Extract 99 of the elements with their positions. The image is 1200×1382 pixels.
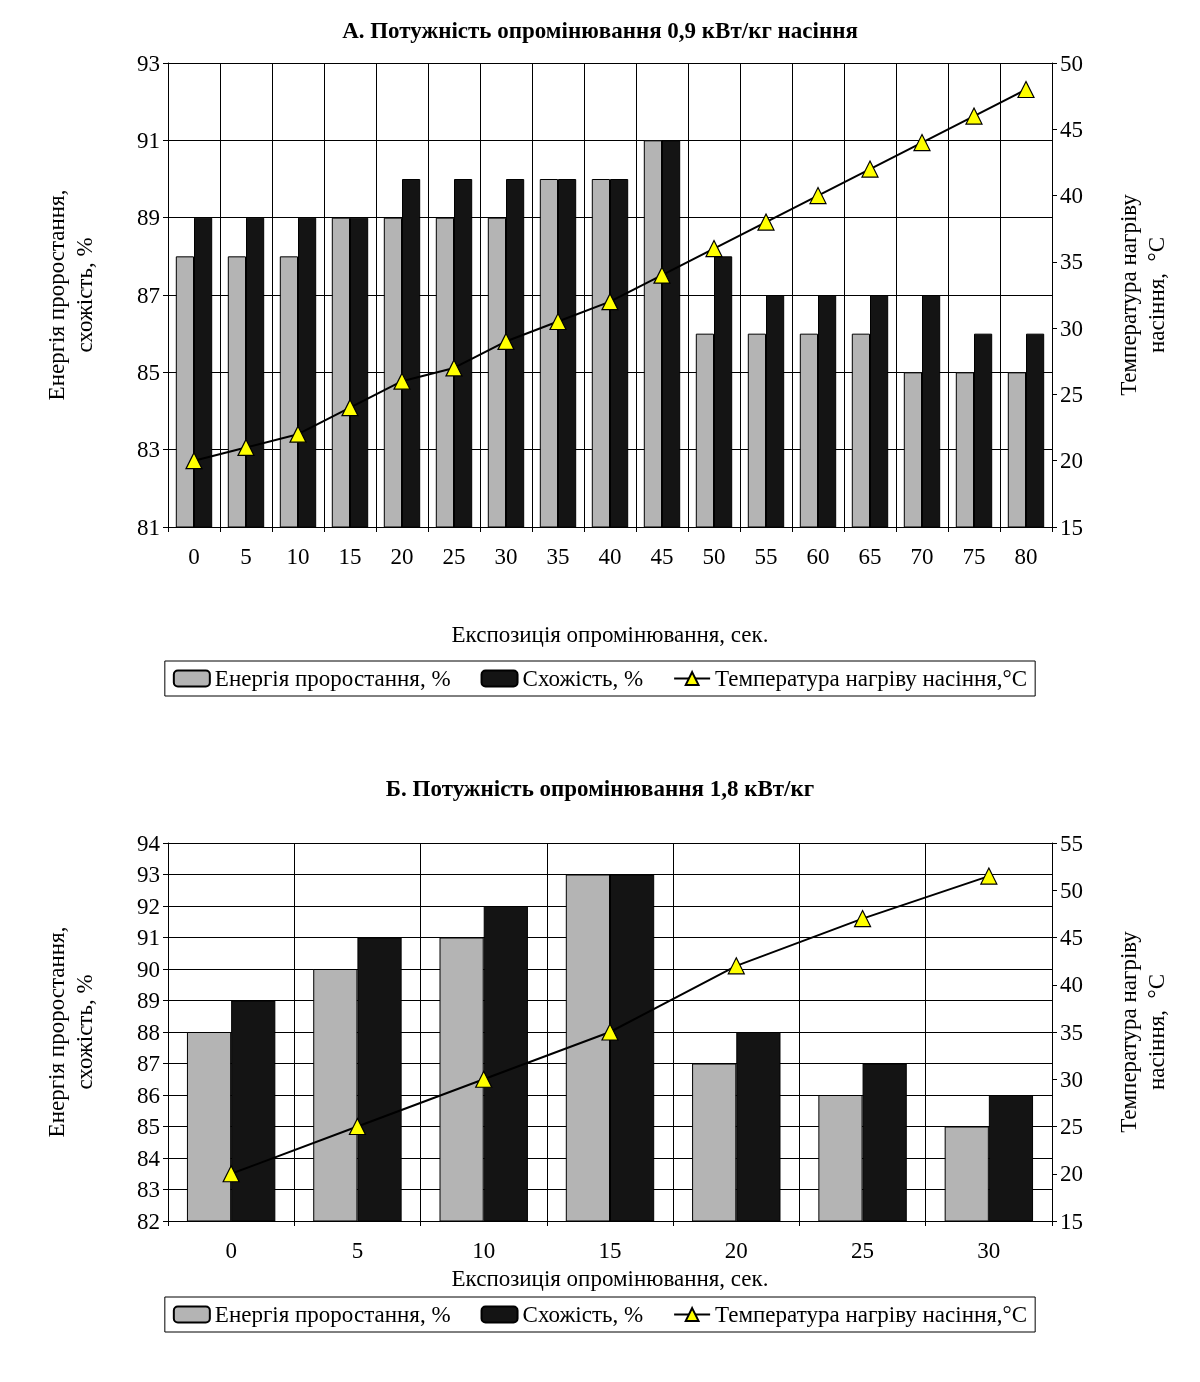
legend-label: Схожість, % [522, 666, 644, 691]
y2-tick-label: 40 [1060, 972, 1083, 998]
x-tick-label: 80 [1014, 544, 1038, 569]
chart-title: Б. Потужність опромінювання 1,8 кВт/кг [385, 776, 815, 801]
point [705, 240, 723, 258]
x-tick-label: 20 [724, 1238, 748, 1263]
y2-tick-label: 30 [1060, 1066, 1083, 1092]
y-tick-label: 94 [137, 830, 161, 856]
y-tick-label: 89 [137, 205, 160, 231]
point [549, 312, 567, 331]
y-tick-label: 89 [137, 988, 160, 1013]
x-tick-label: 55 [754, 544, 778, 569]
x-axis-title: Експозиція опромінювання, сек. [451, 1265, 769, 1291]
x-tick-label: 5 [351, 1238, 364, 1263]
x-tick-label: 0 [188, 544, 200, 569]
point [289, 425, 307, 443]
y-axis-title: Енергія проростання, схожість, % [43, 189, 97, 401]
point [601, 293, 619, 311]
y2-tick-label: 25 [1060, 381, 1083, 407]
x-tick-label: 70 [910, 544, 934, 569]
y-axis-title: Енергія проростання, схожість, % [43, 926, 97, 1138]
point [237, 438, 255, 457]
legend-label: Енергія проростання, % [214, 666, 451, 691]
point [497, 332, 515, 350]
y-tick-label: 90 [137, 956, 160, 982]
y2-tick-label: 15 [1060, 1208, 1083, 1234]
y-tick-label: 87 [137, 282, 160, 308]
point [341, 399, 359, 417]
y2-tick-label: 35 [1060, 1019, 1083, 1045]
legend-label: Схожість, % [522, 1302, 644, 1327]
y2-tick-label: 50 [1060, 50, 1083, 76]
y-tick-label: 91 [137, 127, 160, 153]
x-tick-label: 10 [286, 544, 310, 569]
y2-tick-label: 25 [1060, 1114, 1083, 1139]
x-tick-label: 30 [494, 544, 518, 569]
y2-tick-label: 55 [1060, 830, 1083, 856]
chart-title: А. Потужність опромінювання 0,9 кВт/кг насіння [342, 18, 858, 43]
x-tick-label: 0 [225, 1238, 237, 1263]
y2-tick-label: 30 [1060, 315, 1083, 341]
x-tick-label: 15 [598, 1238, 622, 1263]
y2-tick-label: 50 [1060, 877, 1083, 903]
x-tick-label: 75 [962, 544, 986, 569]
y-tick-label: 83 [137, 437, 160, 463]
point [475, 1070, 493, 1088]
legend-label: Температура нагріву насіння,°C [715, 1302, 1028, 1327]
x-tick-label: 25 [442, 544, 466, 569]
x-tick-label: 45 [650, 544, 674, 569]
y-tick-label: 85 [137, 359, 160, 385]
point [727, 957, 745, 975]
point [809, 186, 827, 205]
point [653, 266, 671, 284]
x-tick-label: 5 [240, 544, 252, 569]
y2-tick-label: 15 [1060, 514, 1083, 540]
point [445, 359, 463, 377]
y-tick-label: 86 [137, 1082, 160, 1108]
point [861, 160, 879, 178]
x-tick-label: 10 [472, 1238, 496, 1263]
y-tick-label: 84 [137, 1145, 161, 1171]
point [601, 1023, 619, 1041]
y-tick-label: 93 [137, 862, 160, 887]
x-tick-label: 30 [977, 1238, 1001, 1263]
y-tick-label: 88 [137, 1019, 160, 1045]
y2-axis-title: Температура нагріву насіння, °C [1115, 930, 1169, 1133]
legend-label: Енергія проростання, % [214, 1302, 451, 1327]
y-tick-label: 92 [137, 893, 160, 919]
x-tick-label: 20 [390, 544, 414, 569]
point [853, 910, 872, 928]
x-tick-label: 65 [858, 544, 882, 569]
point [913, 133, 931, 152]
x-tick-label: 35 [546, 544, 570, 569]
point [185, 452, 203, 470]
y2-tick-label: 20 [1060, 1161, 1083, 1187]
y-tick-label: 91 [137, 925, 160, 950]
point [348, 1117, 367, 1136]
x-tick-label: 25 [851, 1238, 875, 1263]
y-tick-label: 83 [137, 1177, 160, 1202]
y2-tick-label: 40 [1060, 183, 1083, 209]
y2-tick-label: 45 [1060, 925, 1083, 950]
x-tick-label: 60 [806, 544, 830, 569]
legend-label: Температура нагріву насіння,°C [715, 666, 1028, 691]
y2-tick-label: 20 [1060, 448, 1083, 474]
y2-tick-label: 35 [1060, 249, 1083, 275]
point [965, 107, 983, 125]
y-tick-label: 87 [137, 1051, 160, 1076]
x-tick-label: 40 [598, 544, 622, 569]
point [980, 867, 998, 885]
y-tick-label: 81 [137, 514, 160, 540]
y2-axis-title: Температура нагріву насіння, °C [1115, 193, 1169, 396]
x-tick-label: 50 [702, 544, 726, 569]
x-axis-title: Експозиція опромінювання, сек. [451, 622, 769, 647]
y-tick-label: 85 [137, 1114, 160, 1139]
y-tick-label: 82 [137, 1208, 160, 1234]
y2-tick-label: 45 [1060, 116, 1083, 142]
point [393, 372, 411, 390]
y-tick-label: 93 [137, 50, 160, 76]
point [1017, 80, 1035, 99]
point [757, 213, 775, 231]
x-tick-label: 15 [338, 544, 362, 569]
point [222, 1165, 240, 1183]
